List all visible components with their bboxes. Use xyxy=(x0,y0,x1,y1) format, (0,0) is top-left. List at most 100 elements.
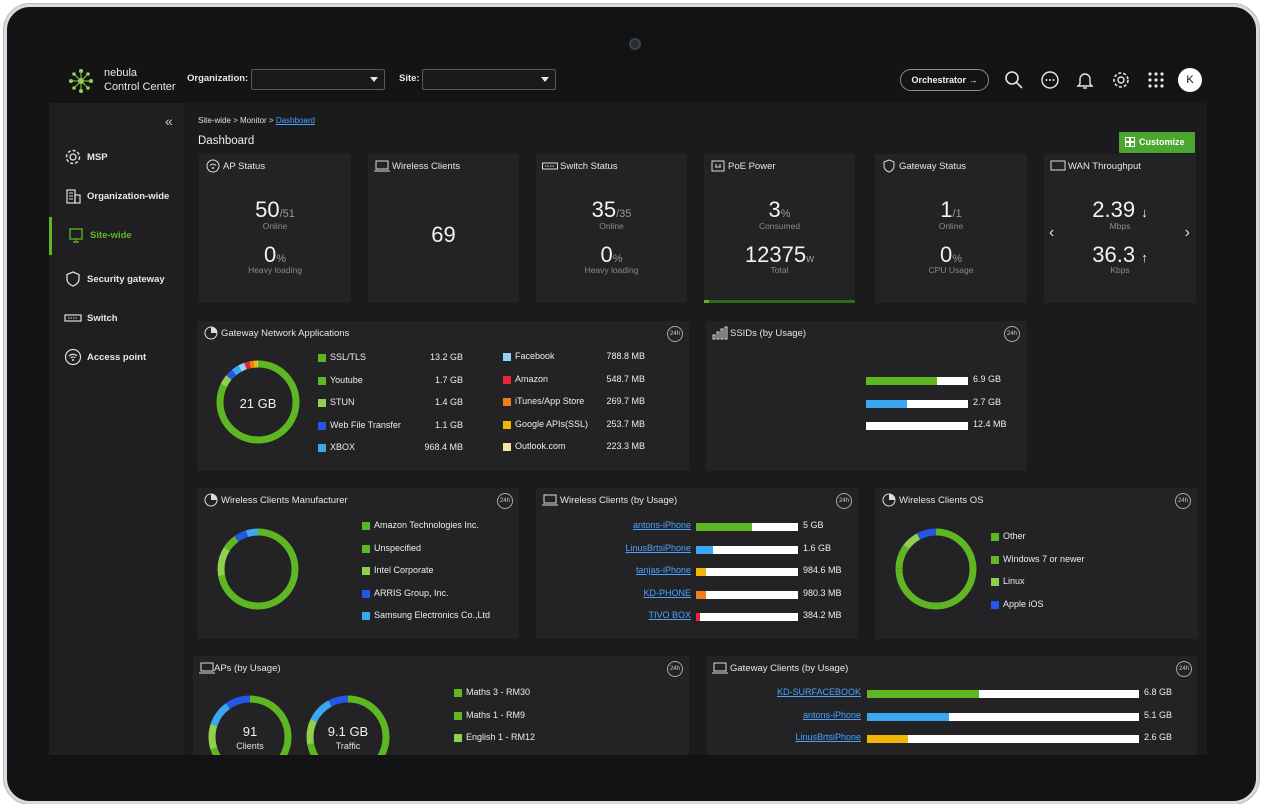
legend-swatch xyxy=(362,544,370,553)
wireless-clients-by-usage-card[interactable]: Wireless Clients (by Usage) 24h antons-i… xyxy=(536,488,858,639)
organization-select[interactable] xyxy=(251,69,385,90)
sidebar-item-organization-wide[interactable]: Organization-wide xyxy=(49,178,184,216)
switch-status-card[interactable]: Switch Status 35/35 Online 0% Heavy load… xyxy=(536,154,687,303)
switch-icon xyxy=(542,162,558,170)
camera xyxy=(629,38,641,50)
traffic-donut-label: Traffic xyxy=(335,741,361,751)
legend-item: SSL/TLS 13.2 GB xyxy=(318,352,463,364)
switch-heavy-label: Heavy loading xyxy=(584,265,639,275)
legend-item: Web File Transfer 1.1 GB xyxy=(318,420,463,432)
usage-value: 1.6 GB xyxy=(803,542,832,553)
client-link[interactable]: antons-iPhone xyxy=(802,709,861,720)
wireless-clients-os-card[interactable]: Wireless Clients OS 24h Other Windows 7 o… xyxy=(875,488,1198,639)
avatar[interactable]: K xyxy=(1178,68,1202,92)
usage-value: 2.6 GB xyxy=(1144,732,1173,742)
sidebar-item-switch[interactable]: Switch xyxy=(49,300,184,338)
chevron-right-icon[interactable]: › xyxy=(1184,224,1190,241)
switch-heavy-value: 0 xyxy=(600,242,613,267)
legend-label: Windows 7 or newer xyxy=(1003,553,1085,564)
legend-swatch xyxy=(362,567,370,575)
donut-segment xyxy=(306,695,390,755)
gateway-clients-by-usage-card[interactable]: Gateway Clients (by Usage) 24h KD-SURFAC… xyxy=(706,656,1197,755)
ap-heavy-value: 0 xyxy=(263,242,277,267)
clock-24h-icon[interactable]: 24h xyxy=(836,493,852,509)
clock-24h-icon[interactable]: 24h xyxy=(1175,493,1191,509)
pie-chart-icon xyxy=(204,493,218,507)
bell-icon[interactable] xyxy=(1075,70,1095,90)
apps-grid-icon[interactable] xyxy=(1146,70,1166,90)
card-title: Wireless Clients OS xyxy=(899,495,984,506)
legend-label: Unspecified xyxy=(374,542,422,553)
legend-label: Amazon Technologies Inc. xyxy=(374,520,479,530)
wireless-clients-card[interactable]: Wireless Clients 69 xyxy=(368,154,519,303)
site-select[interactable] xyxy=(422,69,556,90)
poe-consumed-label: Consumed xyxy=(758,221,801,231)
usage-bar-fill xyxy=(866,399,907,408)
legend-value: 269.7 MB xyxy=(606,396,645,406)
legend-swatch xyxy=(318,399,326,407)
client-link[interactable]: KD-PHONE xyxy=(643,587,691,598)
clock-24h-icon[interactable]: 24h xyxy=(667,661,683,677)
client-link[interactable]: antons-iPhone xyxy=(632,520,691,530)
wan-throughput-card[interactable]: WAN Throughput 2.39 ↓ Mbps 36.3 ↑ Kbps ‹… xyxy=(1044,154,1196,303)
wan-download-value: 2.39 xyxy=(1092,197,1136,222)
sidebar-item-security-gateway[interactable]: Security gateway xyxy=(49,261,184,299)
gear-icon[interactable] xyxy=(1111,70,1131,90)
search-icon[interactable] xyxy=(1004,70,1024,90)
card-title: Gateway Network Applications xyxy=(221,328,350,339)
poe-progress-fill xyxy=(704,300,709,303)
card-title: Gateway Status xyxy=(899,161,967,172)
gateway-status-card[interactable]: Gateway Status 1/1 Online 0% CPU Usage xyxy=(875,154,1027,303)
switch-icon xyxy=(64,314,82,322)
clock-24h-icon[interactable]: 24h xyxy=(1004,326,1020,342)
clock-24h-icon[interactable]: 24h xyxy=(497,493,513,509)
laptop-icon xyxy=(374,160,390,172)
sidebar-item-access-point[interactable]: Access point xyxy=(49,339,184,377)
gateway-total: /1 xyxy=(952,208,962,220)
legend-item: Other xyxy=(991,531,1191,543)
usage-value: 5.1 GB xyxy=(1144,709,1173,720)
legend-item: English 1 - RM12 xyxy=(454,732,654,744)
client-link[interactable]: LinusBrtsiPhone xyxy=(625,542,691,553)
usage-bar xyxy=(867,712,1139,721)
bar-row: antons-iPhone 5.1 GB xyxy=(706,710,1199,722)
ap-status-card[interactable]: AP Status 50/51 Online 0% Heavy loading xyxy=(199,154,351,303)
orchestrator-button[interactable]: Orchestrator → xyxy=(900,69,989,91)
clock-24h-icon[interactable]: 24h xyxy=(667,326,683,342)
legend-swatch xyxy=(454,689,462,697)
client-link[interactable]: KD-SURFACEBOOK xyxy=(776,687,861,697)
brand-line-1: nebula xyxy=(104,67,138,79)
legend-item: Linux xyxy=(991,576,1191,588)
sidebar-item-site-wide[interactable]: Site-wide xyxy=(49,217,184,255)
usage-value: 6.8 GB xyxy=(1144,687,1173,697)
wan-download: 2.39 ↓ xyxy=(1044,197,1196,223)
aps-by-usage-card[interactable]: APs (by Usage) 24h 91 Clients 9.1 GB Tra… xyxy=(193,656,689,755)
poe-power-card[interactable]: PoE Power 3% Consumed 12375w Total xyxy=(704,154,855,303)
power-plug-icon xyxy=(711,160,725,172)
usage-bar-fill xyxy=(696,568,707,576)
site-icon xyxy=(69,228,83,243)
donut-segment xyxy=(217,528,299,610)
collapse-sidebar-icon[interactable]: « xyxy=(165,113,173,129)
sidebar-item-msp[interactable]: MSP xyxy=(49,139,184,177)
usage-bar-fill xyxy=(867,735,908,743)
legend-swatch xyxy=(503,375,511,384)
wireless-clients-manufacturer-card[interactable]: Wireless Clients Manufacturer 24h Amazon… xyxy=(197,488,519,639)
chevron-left-icon[interactable]: ‹ xyxy=(1049,224,1055,241)
legend-item: Google APIs(SSL) 253.7 MB xyxy=(503,419,645,431)
gateway-cpu: 0% xyxy=(875,242,1027,268)
usage-bar xyxy=(696,590,798,599)
gateway-network-applications-card[interactable]: Gateway Network Applications 24h 21 GB S… xyxy=(197,321,689,471)
ssids-by-usage-card[interactable]: SSIDs (by Usage) 24h 6.9 GB 2.7 GB 12.4 MB xyxy=(706,321,1027,471)
legend-swatch xyxy=(503,398,511,406)
client-link[interactable]: tanjas-iPhone xyxy=(635,565,691,575)
legend-swatch xyxy=(503,420,511,429)
client-link[interactable]: LinusBrtsiPhone xyxy=(795,732,861,742)
clock-24h-icon[interactable]: 24h xyxy=(1176,661,1192,677)
breadcrumb-current-link[interactable]: Dashboard xyxy=(275,116,315,125)
chat-icon[interactable] xyxy=(1040,70,1060,90)
customize-button[interactable]: Customize xyxy=(1119,132,1195,153)
legend-label: Apple iOS xyxy=(1003,598,1044,609)
usage-bar xyxy=(696,545,798,554)
client-link[interactable]: TIVO BOX xyxy=(648,610,691,620)
